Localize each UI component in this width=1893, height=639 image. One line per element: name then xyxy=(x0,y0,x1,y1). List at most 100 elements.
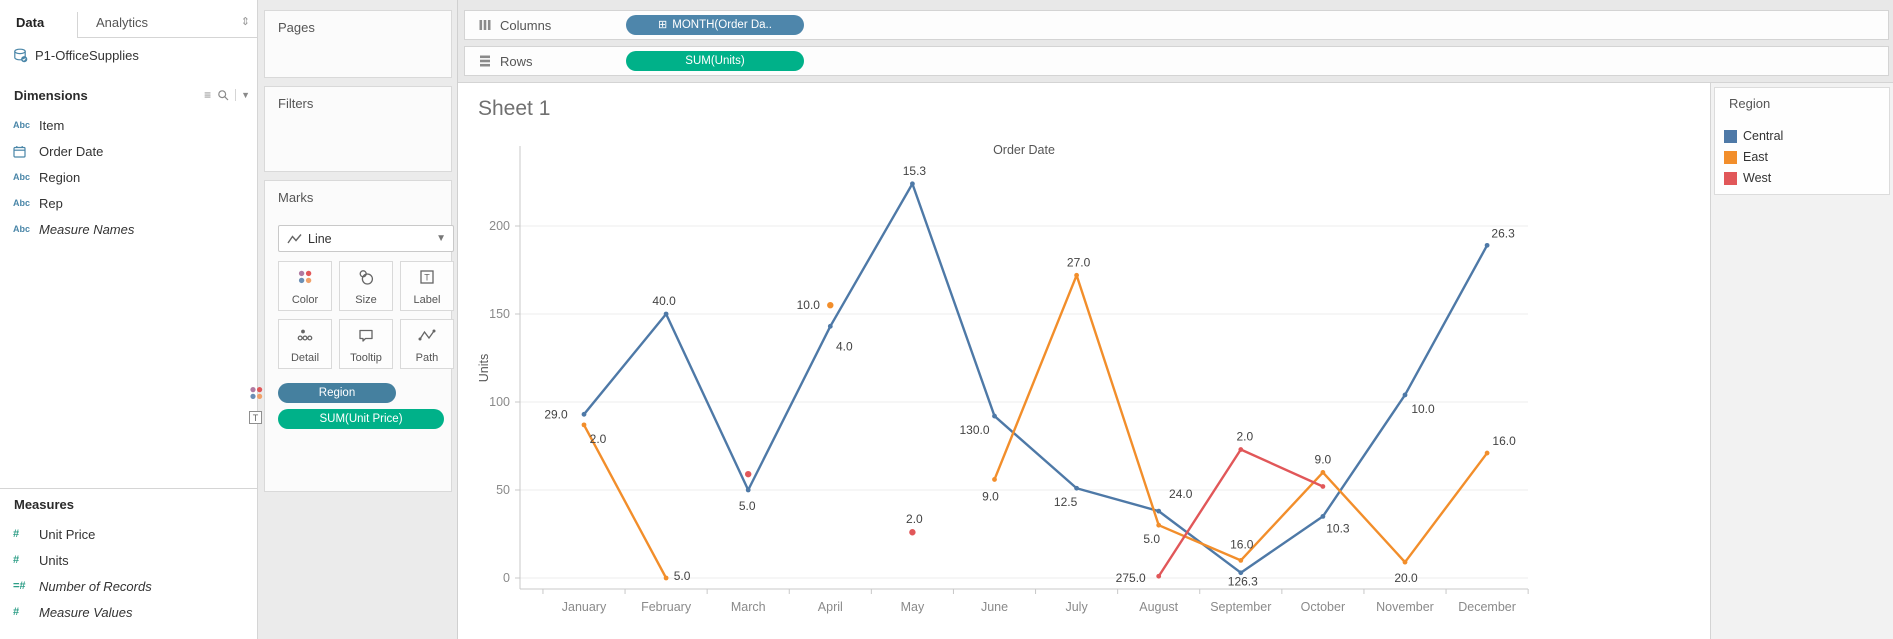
pane-pin-icon[interactable]: ⇕ xyxy=(240,16,250,28)
svg-text:16.0: 16.0 xyxy=(1492,434,1516,448)
pages-shelf[interactable]: Pages xyxy=(264,10,452,78)
svg-text:200: 200 xyxy=(489,219,510,233)
svg-text:15.3: 15.3 xyxy=(903,164,927,178)
mark-type-dropdown[interactable]: Line ▼ xyxy=(278,225,454,252)
svg-text:9.0: 9.0 xyxy=(1315,452,1332,466)
rows-shelf[interactable]: Rows SUM(Units) xyxy=(464,46,1889,76)
hash-icon: # xyxy=(13,606,20,618)
button-label: Detail xyxy=(290,352,320,364)
series-east xyxy=(581,272,1490,581)
field-item-measure-values[interactable]: # Measure Values xyxy=(0,599,258,625)
svg-text:January: January xyxy=(562,600,607,614)
legend-item-west[interactable]: West xyxy=(1724,168,1771,188)
svg-text:February: February xyxy=(641,600,692,614)
marks-card: Marks Line ▼ Color Size T Label Detail Toolti… xyxy=(249,180,454,492)
field-item-order-date[interactable]: Order Date xyxy=(0,138,258,164)
svg-text:50: 50 xyxy=(496,483,510,497)
sheet-title: Sheet 1 xyxy=(478,97,551,120)
svg-text:12.5: 12.5 xyxy=(1054,495,1078,509)
legend-swatch xyxy=(1724,129,1737,143)
tab-analytics[interactable]: Analytics xyxy=(96,15,149,30)
legend-swatch xyxy=(1724,171,1737,185)
dimensions-header: Dimensions xyxy=(14,88,88,103)
field-item-rep[interactable]: Abc Rep xyxy=(0,190,258,216)
svg-text:2.0: 2.0 xyxy=(590,432,607,446)
chart-ylabel: Units xyxy=(477,354,491,382)
tab-data[interactable]: Data xyxy=(16,15,45,30)
chart-data-labels: 29.0 40.0 5.0 4.0 15.3 130.0 12.5 24.0 126.3 10.3… xyxy=(544,164,1516,589)
line-chart[interactable]: 0 50 100 150 200 January February March April May… xyxy=(464,130,1710,639)
svg-text:5.0: 5.0 xyxy=(674,569,691,583)
svg-text:275.0: 275.0 xyxy=(1116,571,1146,585)
pill-month-order-date[interactable]: ⊞ MONTH(Order Da.. xyxy=(626,15,804,35)
svg-text:5.0: 5.0 xyxy=(739,499,756,513)
detail-button[interactable]: Detail xyxy=(278,319,332,369)
legend-item-east[interactable]: East xyxy=(1724,147,1768,167)
field-label: Unit Price xyxy=(39,526,96,542)
field-label: Rep xyxy=(39,195,63,211)
columns-shelf-label: Columns xyxy=(500,17,552,33)
size-icon xyxy=(359,270,374,285)
filters-shelf-label: Filters xyxy=(278,96,314,111)
svg-text:August: August xyxy=(1139,600,1178,614)
legend-label: East xyxy=(1743,150,1769,164)
sort-caret-icon[interactable]: ▼ xyxy=(241,90,250,100)
svg-text:T: T xyxy=(424,272,430,282)
list-view-icon[interactable]: ≡ xyxy=(204,88,212,102)
svg-text:April: April xyxy=(818,600,843,614)
rows-icon xyxy=(480,55,490,67)
columns-shelf[interactable]: Columns ⊞ MONTH(Order Da.. xyxy=(464,10,1889,40)
label-icon: T xyxy=(420,270,434,284)
pill-sum-unit-price[interactable]: SUM(Unit Price) xyxy=(278,409,444,429)
field-label: Measure Names xyxy=(39,221,135,237)
color-legend-card[interactable]: Region Central East West xyxy=(1714,87,1890,195)
svg-text:16.0: 16.0 xyxy=(1230,537,1254,551)
dimensions-header-row: Dimensions ≡ ▼ xyxy=(0,86,258,106)
series-west xyxy=(745,447,1326,579)
button-label: Path xyxy=(415,352,439,364)
abc-icon: Abc xyxy=(13,224,31,234)
label-button[interactable]: T Label xyxy=(400,261,454,311)
field-item-measure-names[interactable]: Abc Measure Names xyxy=(0,216,258,242)
chart-gridlines: 0 50 100 150 200 xyxy=(489,219,1528,585)
color-icon xyxy=(298,270,312,284)
search-icon[interactable] xyxy=(217,89,230,102)
button-label: Tooltip xyxy=(350,352,382,364)
path-button[interactable]: Path xyxy=(400,319,454,369)
datasource-item[interactable]: P1-OfficeSupplies xyxy=(0,44,258,66)
pill-sum-units[interactable]: SUM(Units) xyxy=(626,51,804,71)
svg-text:10.0: 10.0 xyxy=(797,298,821,312)
svg-text:June: June xyxy=(981,600,1008,614)
field-item-unit-price[interactable]: # Unit Price xyxy=(0,521,258,547)
button-label: Size xyxy=(355,294,377,306)
columns-icon xyxy=(479,20,491,30)
data-pane-tabs: Data Analytics ⇕ xyxy=(0,8,258,38)
legend-label: West xyxy=(1743,171,1772,185)
svg-text:4.0: 4.0 xyxy=(836,339,853,353)
button-label: Color xyxy=(291,294,319,306)
svg-text:July: July xyxy=(1065,600,1088,614)
abc-icon: Abc xyxy=(13,172,31,182)
field-item-number-of-records[interactable]: =# Number of Records xyxy=(0,573,258,599)
svg-text:September: September xyxy=(1210,600,1271,614)
button-label: Label xyxy=(413,294,441,306)
color-button[interactable]: Color xyxy=(278,261,332,311)
svg-text:130.0: 130.0 xyxy=(959,423,989,437)
pill-region[interactable]: Region xyxy=(278,383,396,403)
filters-shelf[interactable]: Filters xyxy=(264,86,452,172)
legend-item-central[interactable]: Central xyxy=(1724,126,1783,146)
size-button[interactable]: Size xyxy=(339,261,393,311)
shelf-area: Columns ⊞ MONTH(Order Da.. Rows SUM(Unit… xyxy=(458,0,1893,82)
color-target-icon xyxy=(250,387,263,399)
field-item-item[interactable]: Abc Item xyxy=(0,112,258,138)
field-item-units[interactable]: # Units xyxy=(0,547,258,573)
chart-month-labels: January February March April May June July Augu… xyxy=(562,600,1516,614)
measure-list: # Unit Price # Units =# Number of Records # Mea… xyxy=(0,521,258,625)
svg-text:100: 100 xyxy=(489,395,510,409)
tooltip-button[interactable]: Tooltip xyxy=(339,319,393,369)
svg-text:126.3: 126.3 xyxy=(1228,575,1258,589)
chevron-down-icon: ▼ xyxy=(436,233,446,244)
field-item-region[interactable]: Abc Region xyxy=(0,164,258,190)
legend-label: Central xyxy=(1743,129,1784,143)
